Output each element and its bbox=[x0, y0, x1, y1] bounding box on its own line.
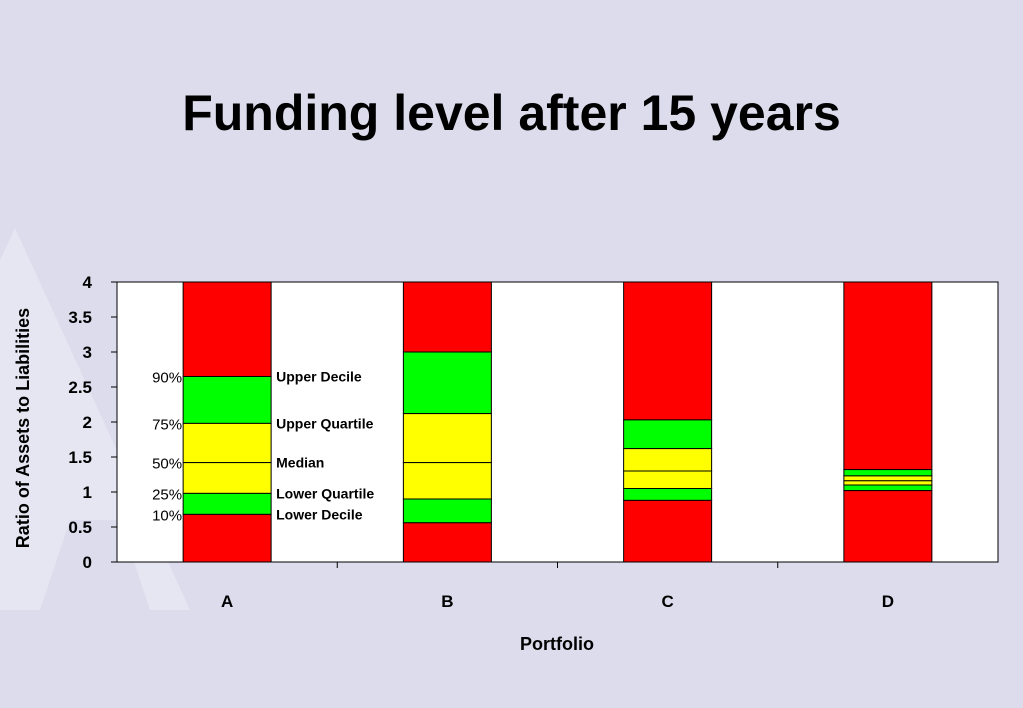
bar-C-above-upper-decile bbox=[623, 281, 713, 421]
percentile-annotations: 90% Upper Decile 75% Upper Quartile 50% Media… bbox=[152, 369, 374, 525]
bar-B-upper-quartile-band bbox=[402, 413, 492, 464]
percent-label: 10% bbox=[152, 507, 182, 524]
axes-layer: A B C D 0 0.5 1 1.5 2 2.5 3 3.5 4 bbox=[68, 273, 998, 611]
x-tick-label: A bbox=[221, 592, 233, 611]
bar-D bbox=[843, 281, 933, 563]
bar-C-below-lower-decile bbox=[623, 499, 713, 563]
bar-D-below-lower-decile bbox=[843, 490, 933, 563]
bar-B-upper-decile-band bbox=[402, 351, 492, 415]
percentile-name-label: Upper Decile bbox=[276, 369, 362, 385]
bar-C-upper-quartile-band bbox=[623, 448, 713, 472]
bar-D-upper-decile-band bbox=[843, 469, 933, 477]
percentile-name-label: Upper Quartile bbox=[276, 415, 373, 431]
percent-label: 90% bbox=[152, 370, 182, 387]
bar-A-upper-decile-band bbox=[182, 376, 272, 424]
y-axis-label: Ratio of Assets to Liabilities bbox=[13, 308, 33, 548]
x-tick-label: B bbox=[441, 592, 453, 611]
bar-B-above-upper-decile bbox=[402, 281, 492, 353]
bar-B-lower-decile-band bbox=[402, 498, 492, 524]
bar-C bbox=[623, 281, 713, 563]
bar-C-lower-quartile-band bbox=[623, 470, 713, 489]
percent-label: 75% bbox=[152, 416, 182, 433]
bar-A-upper-quartile-band bbox=[182, 422, 272, 464]
bar-B-lower-quartile-band bbox=[402, 462, 492, 500]
x-tick-label: D bbox=[882, 592, 894, 611]
y-tick-label: 0.5 bbox=[68, 518, 92, 537]
y-tick-label: 3 bbox=[83, 343, 92, 362]
percent-label: 25% bbox=[152, 486, 182, 503]
percentile-name-label: Lower Quartile bbox=[276, 485, 374, 501]
y-tick-label: 4 bbox=[83, 273, 93, 292]
bar-A-lower-decile-band bbox=[182, 492, 272, 515]
percentile-name-label: Median bbox=[276, 455, 324, 471]
y-tick-label: 3.5 bbox=[68, 308, 92, 327]
y-tick-label: 1.5 bbox=[68, 448, 92, 467]
x-axis-label: Portfolio bbox=[520, 634, 594, 654]
percent-label: 50% bbox=[152, 456, 182, 473]
bar-B-below-lower-decile bbox=[402, 522, 492, 563]
bar-A bbox=[182, 281, 272, 563]
y-tick-label: 0 bbox=[83, 553, 92, 572]
bar-A-below-lower-decile bbox=[182, 513, 272, 563]
bar-D-lower-decile-band bbox=[843, 484, 933, 492]
bar-A-above-upper-decile bbox=[182, 281, 272, 377]
y-tick-label: 2 bbox=[83, 413, 92, 432]
x-tick-label: C bbox=[661, 592, 673, 611]
bar-D-lower-quartile-band bbox=[843, 480, 933, 486]
bar-D-above-upper-decile bbox=[843, 281, 933, 471]
bars-layer bbox=[182, 281, 933, 563]
bar-B bbox=[402, 281, 492, 563]
bar-D-upper-quartile-band bbox=[843, 475, 933, 482]
slide-title: Funding level after 15 years bbox=[182, 85, 841, 141]
y-tick-label: 2.5 bbox=[68, 378, 92, 397]
bar-C-lower-decile-band bbox=[623, 488, 713, 501]
bar-C-upper-decile-band bbox=[623, 419, 713, 450]
y-tick-label: 1 bbox=[83, 483, 92, 502]
percentile-name-label: Lower Decile bbox=[276, 506, 363, 522]
bar-A-lower-quartile-band bbox=[182, 462, 272, 494]
